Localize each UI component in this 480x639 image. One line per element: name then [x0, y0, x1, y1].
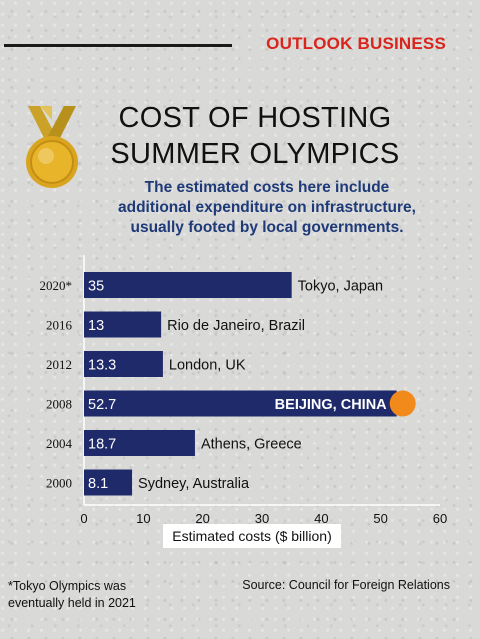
footnote-line-2: eventually held in 2021	[8, 596, 136, 610]
value-label: 52.7	[88, 397, 116, 413]
bar-annotation: Tokyo, Japan	[298, 279, 383, 295]
chart-subtitle: The estimated costs here include additio…	[92, 178, 442, 238]
x-tick-label: 40	[314, 511, 328, 525]
chart-title: COST OF HOSTING SUMMER OLYMPICS	[90, 100, 420, 172]
x-tick-label: 50	[373, 511, 387, 525]
bar	[84, 430, 195, 456]
footnote: *Tokyo Olympics was eventually held in 2…	[8, 578, 178, 612]
category-label: 2012	[46, 357, 72, 372]
bar	[84, 469, 133, 496]
gold-medal-icon	[26, 106, 78, 188]
value-label: 8.1	[88, 476, 108, 492]
value-label: 18.7	[88, 437, 116, 453]
value-label: 13	[88, 318, 104, 334]
bar-annotation: London, UK	[169, 358, 246, 374]
subtitle-line-1: The estimated costs here include	[144, 179, 390, 196]
bar	[84, 311, 162, 338]
category-label: 2004	[46, 436, 73, 451]
highlight-marker	[389, 390, 416, 417]
bar	[84, 272, 292, 298]
title-line-1: COST OF HOSTING	[118, 102, 392, 134]
bar	[84, 390, 397, 417]
value-label: 35	[88, 279, 104, 295]
brand-logo: OUTLOOK BUSINESS	[266, 34, 446, 53]
bar-annotation: Rio de Janeiro, Brazil	[167, 318, 305, 334]
bar-annotation: Athens, Greece	[201, 437, 302, 453]
x-tick-label: 0	[80, 511, 87, 525]
x-tick-label: 60	[433, 511, 447, 525]
subtitle-line-3: usually footed by local governments.	[130, 219, 404, 236]
category-label: 2008	[46, 397, 72, 412]
subtitle-line-2: additional expenditure on infrastructure…	[118, 199, 416, 216]
value-label: 13.3	[88, 358, 116, 374]
x-tick-label: 10	[136, 511, 150, 525]
footnote-line-1: *Tokyo Olympics was	[8, 579, 127, 593]
category-label: 2016	[46, 318, 73, 333]
bar-annotation: BEIJING, CHINA	[275, 397, 388, 413]
x-tick-label: 20	[195, 511, 209, 525]
category-label: 2020*	[40, 278, 73, 293]
x-axis-title: Estimated costs ($ billion)	[163, 524, 341, 548]
top-rule	[4, 44, 232, 47]
bar	[84, 351, 163, 377]
title-line-2: SUMMER OLYMPICS	[110, 138, 400, 170]
bar-annotation: Sydney, Australia	[138, 476, 250, 492]
bar-chart: 2020* 35 Tokyo, Japan 2016 13 Rio de Janeiro,…	[40, 255, 447, 525]
x-tick-label: 30	[255, 511, 269, 525]
source-note: Source: Council for Foreign Relations	[242, 578, 450, 592]
category-label: 2000	[46, 476, 72, 491]
